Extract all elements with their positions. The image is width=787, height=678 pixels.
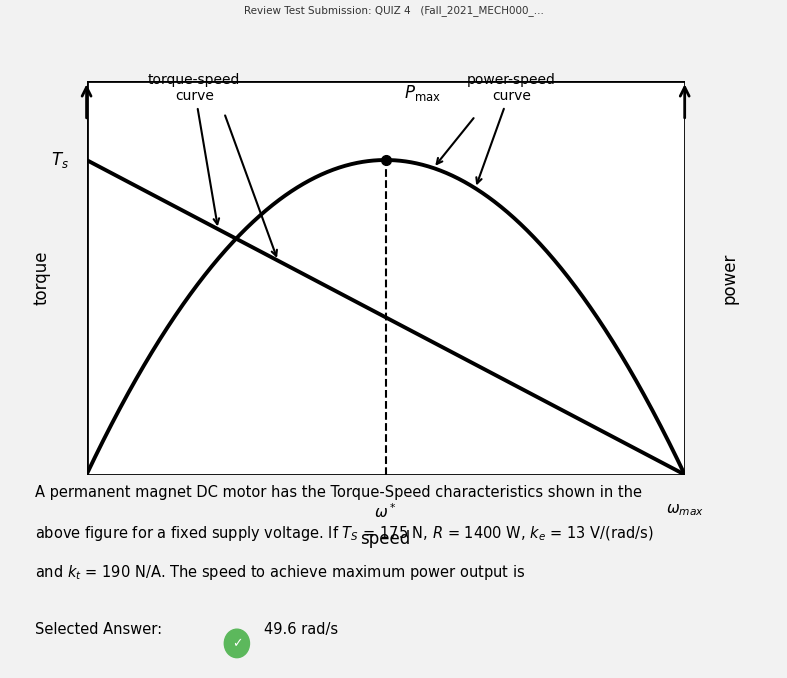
Text: above figure for a fixed supply voltage. If $T_S$ = 175 N, $R$ = 1400 W, $k_e$ =: above figure for a fixed supply voltage.… (35, 524, 654, 543)
Text: $\omega_{max}$: $\omega_{max}$ (666, 502, 704, 518)
Text: and $k_t$ = 190 N/A. The speed to achieve maximum power output is: and $k_t$ = 190 N/A. The speed to achiev… (35, 563, 526, 582)
Text: A permanent magnet DC motor has the Torque-Speed characteristics shown in the: A permanent magnet DC motor has the Torq… (35, 485, 642, 500)
Text: 49.6 rad/s: 49.6 rad/s (264, 622, 338, 637)
Text: $T_s$: $T_s$ (50, 150, 68, 170)
Text: $\omega^*$: $\omega^*$ (375, 502, 397, 521)
Text: Review Test Submission: QUIZ 4   (Fall_2021_MECH000_...: Review Test Submission: QUIZ 4 (Fall_202… (243, 5, 544, 16)
Text: speed: speed (360, 530, 411, 548)
Text: Selected Answer:: Selected Answer: (35, 622, 163, 637)
Text: ✓: ✓ (231, 637, 242, 650)
Text: torque: torque (33, 251, 50, 305)
Text: power: power (721, 252, 738, 304)
Text: torque-speed
curve: torque-speed curve (148, 73, 240, 224)
Text: power-speed
curve: power-speed curve (467, 73, 556, 183)
Circle shape (224, 629, 249, 658)
Text: $P_{\rm max}$: $P_{\rm max}$ (404, 83, 441, 103)
